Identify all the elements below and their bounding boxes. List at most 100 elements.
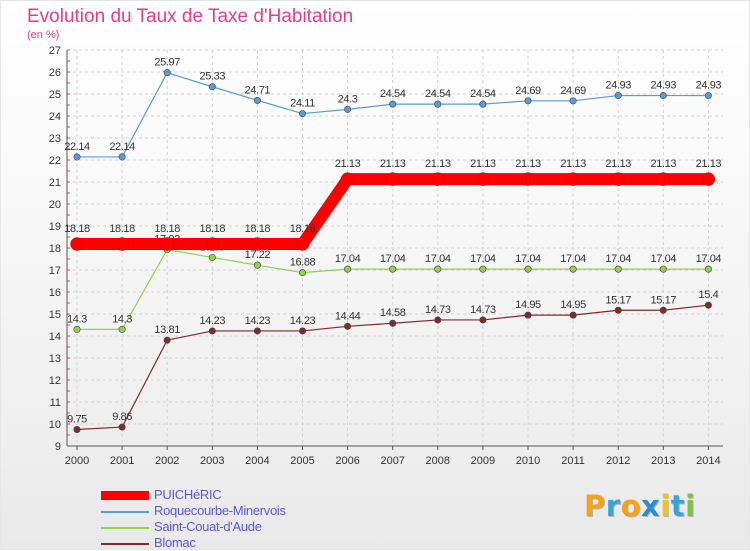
data-label-saint-couat-d-aude: 14.3 (67, 313, 87, 325)
data-label-roquecourbe-minervois: 24.3 (338, 93, 358, 105)
data-label-puich-ric: 21.13 (380, 158, 406, 170)
data-label-saint-couat-d-aude: 17.04 (380, 253, 406, 265)
data-label-blomac: 14.73 (470, 304, 496, 316)
data-point-saint-couat-d-aude (704, 265, 712, 273)
x-tick-label: 2011 (561, 455, 585, 467)
data-point-roquecourbe-minervois (704, 92, 712, 100)
y-tick-label: 17 (49, 265, 61, 277)
data-point-blomac (344, 322, 352, 330)
data-label-puich-ric: 18.18 (290, 223, 316, 235)
y-tick-label: 11 (50, 397, 61, 409)
logo-letter: i (685, 489, 696, 523)
y-tick-label: 25 (49, 89, 61, 101)
data-label-roquecourbe-minervois: 24.69 (515, 85, 541, 97)
y-tick-label: 18 (49, 243, 61, 255)
data-label-saint-couat-d-aude: 17.04 (651, 253, 677, 265)
data-point-roquecourbe-minervois (569, 97, 577, 105)
data-label-roquecourbe-minervois: 24.69 (560, 85, 586, 97)
data-point-blomac (253, 327, 261, 335)
data-label-blomac: 15.17 (651, 294, 677, 306)
logo-letter: x (641, 489, 661, 523)
data-label-saint-couat-d-aude: 17.22 (245, 249, 271, 261)
data-label-blomac: 14.73 (425, 304, 451, 316)
y-tick-label: 27 (49, 45, 61, 57)
data-point-puich-ric (521, 172, 535, 186)
data-point-roquecourbe-minervois (253, 96, 261, 104)
data-label-blomac: 14.95 (515, 299, 541, 311)
data-point-saint-couat-d-aude (614, 265, 622, 273)
data-point-blomac (118, 423, 126, 431)
logo-letter: o (620, 489, 642, 523)
data-point-saint-couat-d-aude (479, 265, 487, 273)
data-label-saint-couat-d-aude: 17.04 (470, 253, 496, 265)
x-tick-label: 2009 (471, 455, 495, 467)
data-label-puich-ric: 21.13 (560, 158, 586, 170)
data-label-puich-ric: 18.18 (109, 223, 135, 235)
data-point-saint-couat-d-aude (253, 261, 261, 269)
data-label-roquecourbe-minervois: 24.93 (651, 80, 677, 92)
data-point-roquecourbe-minervois (163, 69, 171, 77)
data-point-saint-couat-d-aude (389, 265, 397, 273)
y-tick-label: 20 (49, 199, 61, 211)
data-point-saint-couat-d-aude (434, 265, 442, 273)
data-point-blomac (208, 327, 216, 335)
data-point-puich-ric (250, 237, 265, 251)
data-point-saint-couat-d-aude (524, 265, 532, 273)
data-label-puich-ric: 21.13 (470, 158, 496, 170)
data-point-roquecourbe-minervois (389, 100, 397, 108)
x-tick-label: 2002 (155, 455, 179, 467)
y-tick-label: 14 (49, 331, 61, 343)
data-point-blomac (434, 316, 442, 324)
data-point-puich-ric (566, 172, 580, 186)
legend-swatch (101, 527, 149, 529)
data-point-roquecourbe-minervois (344, 105, 352, 113)
data-point-puich-ric (701, 172, 716, 186)
y-tick-label: 22 (49, 155, 61, 167)
data-point-puich-ric (656, 172, 671, 186)
data-label-puich-ric: 18.18 (200, 223, 226, 235)
data-point-blomac (479, 316, 487, 324)
data-point-saint-couat-d-aude (344, 265, 352, 273)
data-label-puich-ric: 21.13 (605, 158, 631, 170)
data-label-saint-couat-d-aude: 17.04 (335, 253, 361, 265)
data-point-roquecourbe-minervois (208, 83, 216, 91)
data-label-saint-couat-d-aude: 16.88 (290, 257, 316, 269)
data-point-blomac (569, 311, 577, 319)
data-point-saint-couat-d-aude (208, 253, 216, 261)
legend-label: PUICHéRIC (154, 487, 222, 502)
legend-swatch (101, 511, 149, 513)
data-label-blomac: 15.17 (605, 294, 631, 306)
data-point-roquecourbe-minervois (479, 100, 487, 108)
data-point-blomac (614, 306, 622, 314)
x-tick-label: 2003 (200, 455, 224, 467)
data-point-puich-ric (476, 172, 490, 186)
data-point-puich-ric (160, 237, 174, 251)
data-label-blomac: 14.44 (335, 310, 361, 322)
data-point-roquecourbe-minervois (73, 153, 81, 161)
legend-item-blomac: Blomac (101, 535, 361, 551)
data-label-roquecourbe-minervois: 24.11 (290, 98, 315, 110)
data-point-saint-couat-d-aude (659, 265, 667, 273)
data-label-blomac: 14.95 (560, 299, 586, 311)
chart-legend: PUICHéRIC Roquecourbe-Minervois Saint-Coua… (101, 487, 361, 551)
x-tick-label: 2007 (380, 455, 404, 467)
data-point-roquecourbe-minervois (614, 92, 622, 100)
logo-letter: i (660, 489, 671, 523)
data-point-puich-ric (431, 172, 445, 186)
legend-label: Roquecourbe-Minervois (154, 503, 286, 518)
data-label-blomac: 15.4 (698, 289, 718, 301)
data-label-roquecourbe-minervois: 25.33 (200, 71, 226, 83)
data-point-saint-couat-d-aude (118, 325, 126, 333)
data-point-blomac (389, 319, 397, 327)
data-point-blomac (163, 336, 171, 344)
data-label-roquecourbe-minervois: 24.93 (696, 80, 722, 92)
data-label-saint-couat-d-aude: 17.04 (425, 253, 451, 265)
data-point-roquecourbe-minervois (298, 110, 306, 118)
legend-swatch (101, 543, 149, 545)
x-tick-label: 2013 (651, 455, 675, 467)
data-point-roquecourbe-minervois (434, 100, 442, 108)
x-tick-label: 2004 (245, 455, 269, 467)
data-point-saint-couat-d-aude (73, 325, 81, 333)
x-tick-label: 2000 (65, 455, 89, 467)
